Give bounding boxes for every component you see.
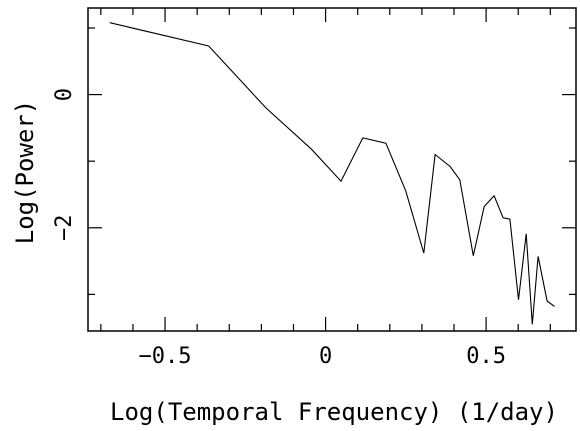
- series: [109, 22, 555, 325]
- x-tick-label: 0: [319, 344, 332, 369]
- y-tick-label: 0: [52, 88, 77, 101]
- ticks: −0.5 0 0.5 0 −2: [52, 8, 576, 369]
- y-axis-label: Log(Power): [11, 100, 39, 245]
- y-tick-label: −2: [52, 215, 77, 242]
- x-tick-label: −0.5: [139, 344, 192, 369]
- axes: [87, 7, 577, 332]
- labels: Log(Temporal Frequency) (1/day) Log(Powe…: [11, 100, 558, 426]
- plot-frame: [87, 7, 577, 332]
- series-line: [109, 22, 555, 325]
- x-tick-label: 0.5: [466, 344, 506, 369]
- x-axis-label: Log(Temporal Frequency) (1/day): [110, 398, 558, 426]
